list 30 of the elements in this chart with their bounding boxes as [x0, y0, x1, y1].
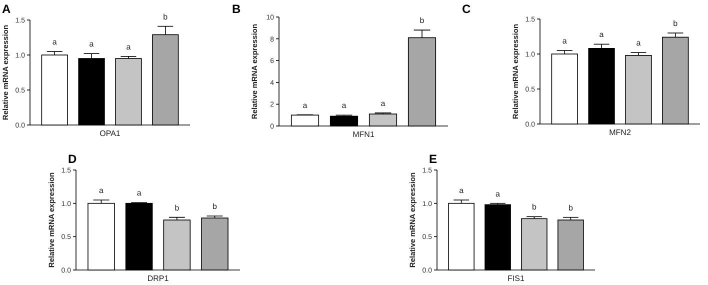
data-label: a: [302, 100, 308, 110]
data-label: b: [174, 203, 180, 212]
data-label: a: [562, 36, 568, 46]
data-label: b: [568, 203, 574, 212]
data-label: a: [599, 30, 604, 40]
data-label: b: [673, 19, 678, 28]
data-label: a: [496, 189, 501, 198]
x-tick-label: DRP1: [147, 274, 170, 283]
data-label: b: [532, 202, 538, 212]
chart-title: A: [2, 2, 11, 16]
chart-title: E: [429, 152, 438, 166]
data-label: a: [99, 186, 104, 195]
x-tick-label: MFN2: [609, 128, 632, 137]
data-label: a: [89, 40, 94, 49]
x-tick-label: MFN1: [352, 130, 375, 139]
chart-title: B: [232, 2, 241, 16]
data-label: a: [136, 188, 142, 198]
data-label: a: [459, 186, 464, 195]
data-label: a: [380, 98, 386, 108]
data-label: b: [212, 202, 218, 211]
data-label: b: [420, 16, 425, 26]
x-tick-label: OPA1: [100, 129, 121, 138]
data-label: a: [126, 42, 132, 52]
data-label: a: [52, 38, 58, 46]
data-label: b: [163, 12, 168, 22]
data-label: a: [342, 101, 347, 110]
data-label: a: [636, 38, 642, 48]
x-tick-label: FIS1: [508, 274, 525, 283]
chart-title: D: [68, 152, 77, 166]
chart-title: C: [462, 2, 471, 16]
